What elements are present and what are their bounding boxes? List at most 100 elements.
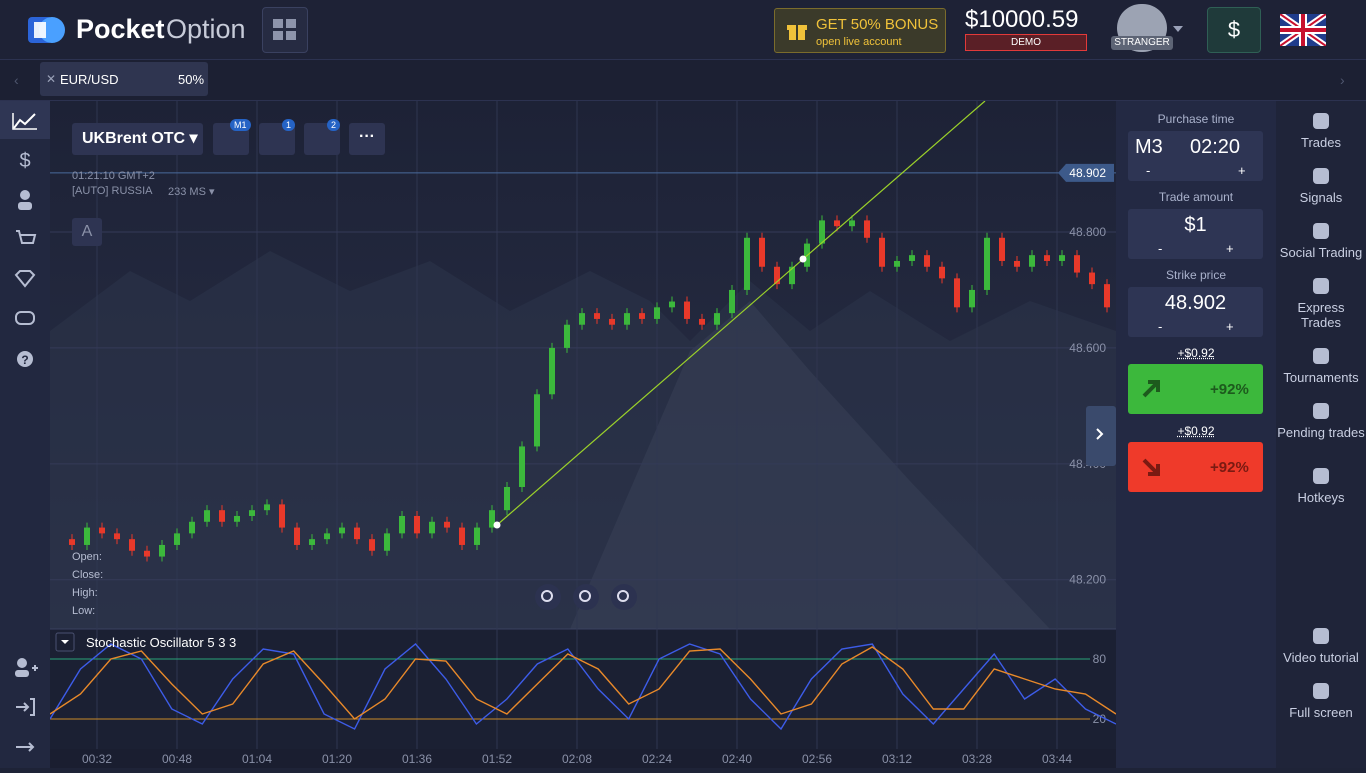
timeframe-badge: M1 (230, 119, 251, 131)
put-button[interactable]: +92% (1128, 442, 1263, 492)
menu-label: Pending trades (1277, 425, 1365, 440)
trend-handle[interactable] (799, 255, 807, 263)
menu-icon (1313, 113, 1329, 129)
asset-selector[interactable]: UKBrent OTC ▾ (72, 123, 203, 155)
arrow-up (1142, 380, 1160, 398)
strike-plus[interactable]: + (1226, 319, 1234, 334)
tab-next[interactable]: › (1340, 72, 1345, 88)
candle (144, 550, 150, 557)
time-value: 02:20 (1190, 136, 1241, 158)
x-tick-label: 00:48 (162, 752, 192, 766)
candle (444, 521, 450, 528)
deposit-button[interactable]: $ (1207, 7, 1261, 53)
ping-value: 233 MS (168, 186, 206, 198)
time-box[interactable]: M3 02:20 - + (1128, 131, 1263, 181)
candle (624, 313, 630, 325)
menu-item[interactable]: Hotkeys (1276, 464, 1366, 505)
apps-button[interactable] (262, 7, 308, 53)
menu-icon (1313, 628, 1329, 644)
osc-collapse[interactable] (55, 632, 75, 652)
candle (534, 394, 540, 447)
ohlc-legend: Open: Close: High: Low: (72, 548, 103, 620)
menu-icon (1313, 348, 1329, 364)
y-tick-label: 48.600 (1069, 341, 1106, 355)
candle (744, 237, 750, 290)
oscillator-line (50, 643, 1116, 731)
close-tab[interactable]: ✕ (46, 72, 57, 86)
strike-minus[interactable]: - (1158, 319, 1163, 334)
candle (729, 289, 735, 314)
time-axis-background (50, 749, 1116, 768)
gift-icon (787, 25, 807, 40)
svg-text:?: ? (21, 353, 28, 367)
zoom-out[interactable] (535, 584, 561, 610)
candle (324, 533, 330, 540)
candle (684, 301, 690, 319)
account-mode[interactable]: DEMO (965, 34, 1087, 51)
tab-prev[interactable]: ‹ (14, 72, 19, 88)
candle (819, 220, 825, 244)
candle (219, 510, 225, 522)
drawings-badge: 2 (327, 119, 341, 131)
candle (834, 220, 840, 227)
menu-item[interactable]: Video tutorial (1276, 624, 1366, 665)
x-tick-label: 01:04 (242, 752, 272, 766)
menu-label: Express Trades (1297, 300, 1345, 330)
flag[interactable] (1280, 14, 1326, 46)
candle (654, 307, 660, 319)
asset-name: UKBrent OTC (82, 130, 186, 147)
menu-item[interactable]: Express Trades (1276, 274, 1366, 330)
candle (789, 266, 795, 285)
left-sidebar: $ ? (0, 101, 50, 768)
menu-item[interactable]: Social Trading (1276, 219, 1366, 260)
candle (294, 527, 300, 545)
candle (924, 255, 930, 267)
menu-item[interactable]: Signals (1276, 164, 1366, 205)
menu-item[interactable]: Pending trades (1276, 399, 1366, 440)
y-tick-label: 48.800 (1069, 225, 1106, 239)
amount-minus[interactable]: - (1158, 241, 1163, 256)
menu-icon (1313, 223, 1329, 239)
x-tick-label: 01:36 (402, 752, 432, 766)
zoom-reset[interactable] (573, 584, 599, 610)
candle (309, 539, 315, 545)
amount-plus[interactable]: + (1226, 241, 1234, 256)
indicators-badge: 1 (282, 119, 296, 131)
ohlc-label: Open: (72, 551, 102, 563)
candle (954, 278, 960, 308)
x-tick-label: 02:56 (802, 752, 832, 766)
candle (459, 527, 465, 545)
x-tick-label: 02:24 (642, 752, 672, 766)
candle (429, 521, 435, 534)
menu-item[interactable]: Tournaments (1276, 344, 1366, 385)
candle (519, 446, 525, 488)
time-plus[interactable]: + (1238, 163, 1246, 178)
more-button[interactable]: ··· (349, 123, 385, 155)
call-button[interactable]: +92% (1128, 364, 1263, 414)
profit-up: +$0.92 (1177, 346, 1215, 360)
x-tick-label: 02:08 (562, 752, 592, 766)
x-tick-label: 00:32 (82, 752, 112, 766)
trend-handle[interactable] (493, 521, 501, 529)
menu-item[interactable]: Trades (1276, 109, 1366, 150)
logo-bold: Pocket (76, 14, 165, 44)
menu-item[interactable]: Full screen (1276, 679, 1366, 720)
asset-tab[interactable]: ✕ EUR/USD 50% (40, 62, 208, 96)
zoom-in[interactable] (611, 584, 637, 610)
candle (564, 324, 570, 348)
candle (714, 313, 720, 325)
trend-line[interactable] (496, 101, 986, 526)
bonus-button[interactable]: GET 50% BONUS open live account (774, 8, 946, 53)
candle (474, 527, 480, 545)
tabs-bar: ‹ ✕ EUR/USD 50% › (0, 60, 1366, 101)
osc-title: Stochastic Oscillator 5 3 3 (86, 635, 236, 650)
time-minus[interactable]: - (1146, 163, 1151, 178)
candle (609, 318, 615, 325)
strike-value: 48.902 (1164, 292, 1227, 314)
menu-label: Hotkeys (1297, 490, 1345, 505)
amount-box[interactable]: $1 - + (1128, 209, 1263, 259)
strike-box[interactable]: 48.902 - + (1128, 287, 1263, 337)
x-tick-label: 03:44 (1042, 752, 1072, 766)
caret (1173, 26, 1183, 32)
auto-scale[interactable]: A (72, 218, 102, 246)
